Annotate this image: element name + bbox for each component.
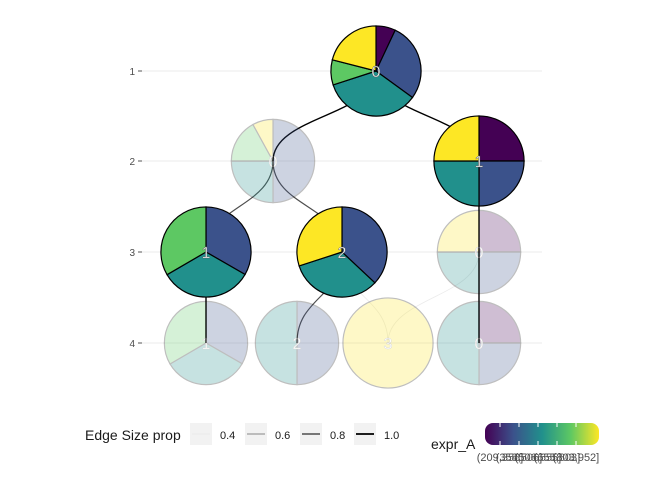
- pie-node: 1: [160, 206, 252, 298]
- pie-slice: [296, 300, 340, 386]
- color-legend-labels: (209,358](358,506](506,655](655,803](803…: [477, 452, 599, 464]
- node-label: 0: [475, 336, 484, 353]
- node-label: 3: [384, 336, 393, 353]
- node-label: 2: [338, 245, 347, 262]
- pie-slice: [205, 206, 252, 276]
- pie-slice: [342, 297, 434, 389]
- pie-slice: [230, 160, 274, 204]
- color-legend-label: (358,506]: [496, 452, 542, 464]
- legend: Edge Size prop 0.4 0.6 0.8 1.0 expr_A (209,…: [85, 423, 599, 464]
- color-legend-label: (803,952]: [553, 452, 599, 464]
- pie-slice: [166, 251, 246, 298]
- color-legend-label: (506,655]: [515, 452, 561, 464]
- pie-node: 2: [296, 206, 388, 298]
- node-label: 0: [475, 245, 484, 262]
- pie-slice: [252, 118, 274, 162]
- pie-slice: [478, 300, 522, 344]
- pie-slice: [230, 123, 275, 162]
- pie-slice: [169, 342, 243, 386]
- color-legend-gradient: [485, 423, 599, 445]
- pie-slice: [375, 29, 422, 99]
- pie-slice: [478, 160, 525, 207]
- node-label: 1: [202, 336, 211, 353]
- pie-node: 1: [163, 300, 249, 386]
- edge-legend-title: Edge Size prop: [85, 427, 181, 443]
- pie-node: 0: [330, 25, 422, 117]
- node-label: 1: [475, 154, 484, 171]
- pie-slice: [433, 160, 480, 207]
- pie-slice: [296, 206, 343, 267]
- pie-slice: [436, 300, 480, 386]
- pie-slice: [331, 25, 377, 72]
- pie-slice: [436, 209, 480, 253]
- pie-node: 0: [230, 118, 316, 204]
- node-label: 1: [202, 245, 211, 262]
- pie-node: 0: [436, 300, 522, 386]
- edge-legend-label: 0.6: [275, 430, 290, 442]
- y-tick-label: 3: [129, 248, 135, 259]
- pie-node: 2: [254, 300, 340, 386]
- edge-legend-label: 0.8: [330, 430, 345, 442]
- color-legend-label: (209,358]: [477, 452, 523, 464]
- y-axis-ticks: 1 2 3 4: [129, 67, 142, 350]
- y-tick-label: 2: [129, 157, 135, 168]
- pie-nodes: 0 0 1 1 2 0 1 2 3 0: [160, 25, 525, 389]
- edge-legend-items: 0.4 0.6 0.8 1.0: [190, 423, 399, 445]
- pie-node: 1: [433, 115, 525, 207]
- pie-node: 3: [342, 297, 434, 389]
- pie-slice: [478, 342, 522, 386]
- pie-slice: [254, 300, 298, 386]
- node-label: 2: [293, 336, 302, 353]
- pie-slice: [332, 70, 414, 117]
- pie-slice: [478, 209, 522, 253]
- pie-slice: [163, 300, 207, 365]
- node-label: 0: [269, 154, 278, 171]
- y-tick-label: 4: [129, 339, 135, 350]
- pie-node: 0: [436, 209, 522, 295]
- pie-slice: [298, 251, 376, 298]
- pie-slice: [160, 206, 207, 276]
- pie-slice: [341, 206, 388, 284]
- edge-legend-label: 0.4: [220, 430, 235, 442]
- pie-slice: [478, 115, 525, 162]
- pie-slice: [478, 251, 522, 295]
- tree-edge: [387, 251, 480, 344]
- pie-slice: [433, 115, 480, 162]
- pie-slice: [272, 118, 316, 204]
- color-legend-label: (655,803]: [534, 452, 580, 464]
- pie-slice: [436, 251, 480, 295]
- y-tick-label: 1: [129, 67, 135, 78]
- pie-slice: [205, 300, 249, 365]
- node-label: 0: [372, 64, 381, 81]
- edge-legend-label: 1.0: [384, 430, 399, 442]
- color-legend-title: expr_A: [431, 436, 476, 452]
- color-legend-bar: [485, 423, 599, 445]
